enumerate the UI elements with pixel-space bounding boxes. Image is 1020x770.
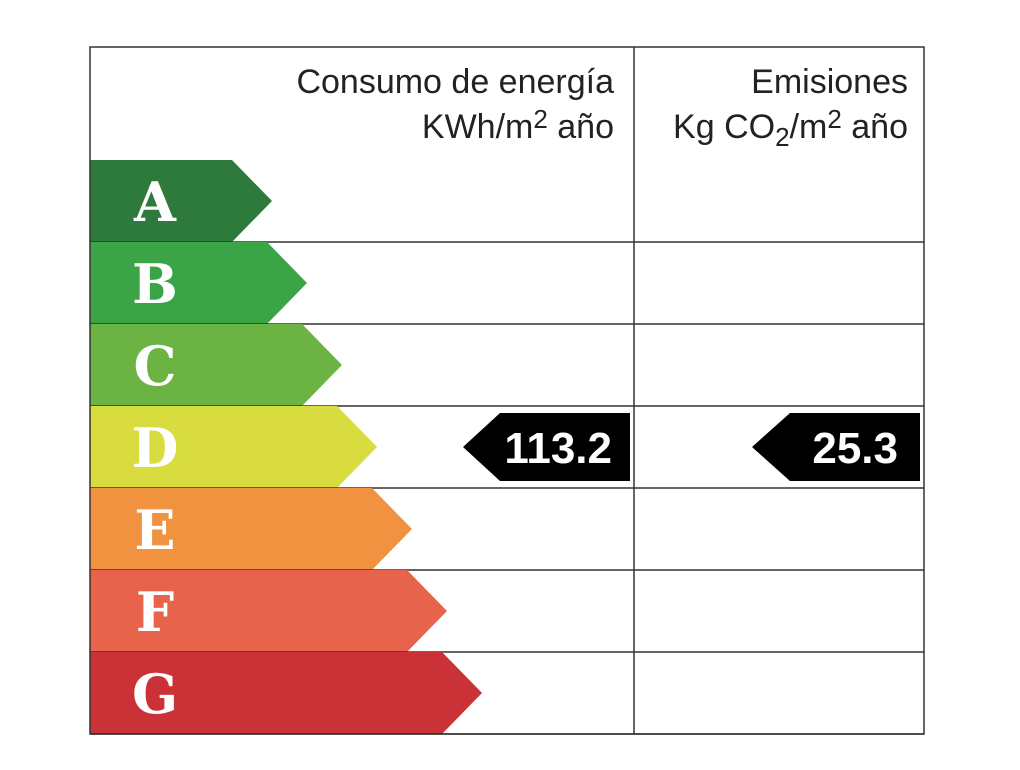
unit-part: Kg CO	[673, 108, 775, 146]
emissions-unit: Kg CO2/m2 año	[673, 104, 908, 152]
value-tag	[752, 413, 920, 481]
rating-arrow	[90, 488, 412, 570]
rating-arrow	[90, 160, 272, 242]
unit-sup: 2	[827, 104, 841, 134]
value-tag	[463, 413, 630, 481]
rating-letter: D	[132, 416, 179, 480]
rating-arrow	[90, 406, 377, 488]
emissions-value: 25.3	[812, 424, 898, 473]
table-border	[89, 46, 925, 735]
rating-arrow	[90, 242, 307, 324]
rating-letter: G	[132, 662, 178, 726]
rating-arrow	[90, 652, 482, 734]
unit-part: año	[842, 108, 908, 146]
energy-value: 113.2	[504, 424, 612, 473]
rating-arrow	[90, 570, 447, 652]
unit-part: KWh/m	[422, 108, 533, 146]
unit-sup: 2	[533, 104, 547, 134]
rating-letter: A	[133, 170, 177, 234]
rating-letter: C	[134, 334, 177, 398]
rating-letter: E	[134, 498, 175, 562]
table-lines	[89, 46, 925, 735]
rating-letter: F	[136, 580, 174, 644]
unit-sub: 2	[775, 122, 789, 152]
unit-part: año	[548, 108, 614, 146]
rating-arrow	[90, 324, 342, 406]
rating-letter: B	[132, 252, 178, 316]
emissions-title: Emisiones	[751, 63, 908, 101]
energy-title: Consumo de energía	[296, 63, 614, 101]
energy-unit: KWh/m2 año	[422, 104, 614, 146]
unit-part: /m	[790, 108, 828, 146]
